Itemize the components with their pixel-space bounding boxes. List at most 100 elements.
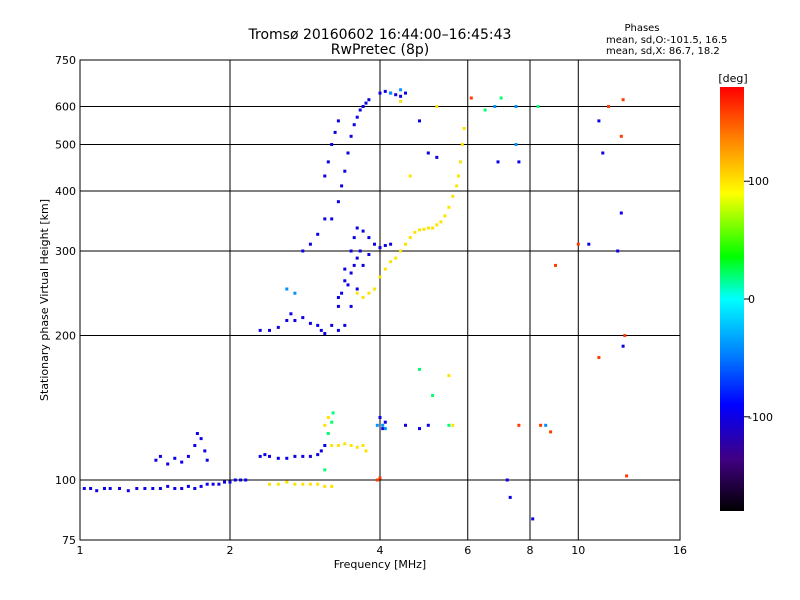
data-point	[399, 99, 403, 103]
data-point	[499, 96, 503, 100]
data-point	[330, 217, 334, 221]
data-point	[135, 487, 139, 490]
data-point	[601, 151, 605, 155]
data-point	[228, 480, 232, 484]
y-axis-label: Stationary phase Virtual Height [km]	[38, 199, 51, 401]
colorbar-tick-label: -100	[748, 411, 773, 424]
data-point	[378, 416, 382, 419]
data-point	[418, 427, 421, 431]
y-tick-label: 300	[55, 245, 76, 258]
data-point	[514, 143, 518, 146]
data-point	[330, 484, 334, 488]
data-point	[330, 420, 334, 424]
data-point	[389, 260, 393, 264]
data-point	[166, 484, 170, 488]
data-point	[82, 487, 86, 490]
data-point	[389, 91, 393, 95]
colorbar-label: [deg]	[718, 72, 747, 85]
data-point	[378, 275, 382, 279]
data-point	[331, 411, 335, 415]
data-point	[375, 478, 379, 482]
data-point	[517, 160, 521, 164]
data-point	[285, 456, 289, 460]
y-tick-label: 100	[55, 474, 76, 487]
data-point	[378, 476, 382, 480]
data-point	[544, 423, 548, 427]
data-point	[143, 487, 147, 490]
data-point	[349, 304, 353, 308]
x-tick-label: 2	[227, 544, 234, 557]
data-point	[319, 449, 323, 453]
data-point	[576, 242, 580, 246]
data-point	[349, 249, 353, 253]
data-point	[239, 478, 243, 482]
data-point	[301, 316, 305, 320]
data-point	[361, 263, 365, 267]
data-point	[418, 228, 421, 232]
data-point	[426, 423, 430, 427]
x-tick-label: 6	[464, 544, 471, 557]
x-axis-label: Frequency [MHz]	[334, 558, 426, 571]
data-point	[330, 143, 334, 146]
data-point	[285, 480, 289, 484]
data-point	[389, 242, 393, 246]
data-point	[607, 105, 610, 108]
y-tick-label: 400	[55, 185, 76, 198]
data-point	[404, 242, 407, 246]
axis-ticks: 1 2 4 6 8 10 16 75 100 200 300 400 500 600 750	[55, 54, 687, 557]
data-point	[343, 169, 347, 173]
data-point	[623, 334, 627, 337]
data-point	[346, 151, 350, 155]
data-point	[514, 105, 518, 108]
data-point	[268, 454, 271, 458]
data-point	[349, 271, 353, 275]
data-point	[323, 174, 327, 178]
data-point	[343, 279, 347, 283]
data-point	[205, 482, 209, 486]
y-tick-label: 500	[55, 139, 76, 152]
data-point	[346, 283, 350, 287]
data-point	[435, 155, 439, 159]
data-point	[399, 249, 403, 253]
data-point	[323, 332, 327, 335]
data-point	[154, 458, 158, 462]
data-point	[455, 184, 459, 188]
data-point	[301, 249, 305, 253]
data-point	[508, 495, 512, 499]
data-point	[352, 123, 356, 127]
data-point	[358, 108, 362, 112]
data-point	[458, 160, 462, 164]
data-point	[323, 468, 327, 472]
data-point	[258, 328, 262, 332]
data-point	[343, 442, 347, 446]
data-point	[108, 487, 112, 490]
data-point	[340, 184, 344, 188]
data-point	[336, 304, 340, 308]
data-point	[276, 482, 280, 486]
data-point	[451, 194, 455, 198]
data-points	[82, 88, 629, 521]
data-point	[293, 454, 297, 458]
data-point	[193, 487, 197, 490]
grid	[80, 60, 680, 540]
data-point	[554, 263, 557, 267]
data-point	[118, 487, 121, 490]
data-point	[422, 227, 426, 231]
data-point	[349, 134, 353, 138]
data-point	[263, 453, 267, 457]
data-point	[180, 487, 184, 490]
data-point	[355, 115, 359, 119]
data-point	[625, 474, 629, 478]
chart-title: Tromsø 20160602 16:44:00–16:45:43	[248, 27, 512, 43]
data-point	[193, 444, 197, 447]
data-point	[435, 105, 439, 108]
data-point	[373, 287, 376, 291]
data-point	[404, 91, 407, 95]
data-point	[276, 325, 280, 329]
data-point	[233, 478, 237, 482]
x-tick-label: 8	[527, 544, 534, 557]
data-point	[621, 98, 625, 102]
x-tick-label: 4	[377, 544, 384, 557]
data-point	[460, 143, 464, 146]
